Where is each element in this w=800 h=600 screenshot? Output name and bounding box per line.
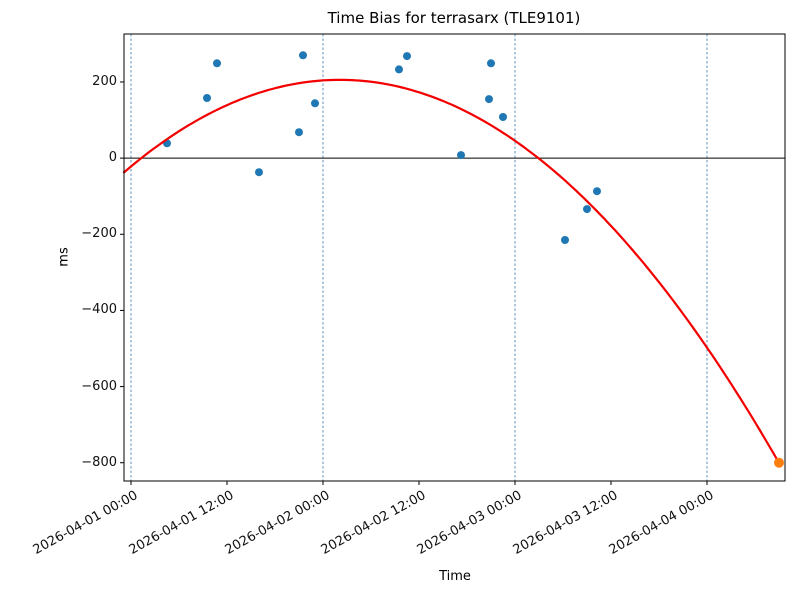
observed-bias-point <box>485 95 493 104</box>
observed-bias-point <box>561 236 569 244</box>
y-tick-label: −600 <box>81 378 117 394</box>
predicted-bias-point <box>774 457 784 468</box>
x-axis-label: Time <box>439 569 471 584</box>
y-tick-label: 200 <box>92 73 117 89</box>
observed-bias-point <box>295 128 303 137</box>
observed-bias-point <box>457 151 465 160</box>
y-tick-label: −400 <box>81 302 117 318</box>
observed-bias-point <box>395 65 403 74</box>
observed-bias-point <box>403 52 411 61</box>
observed-bias-point <box>255 168 263 177</box>
observed-bias-point <box>311 99 319 108</box>
observed-bias-point <box>487 59 495 68</box>
observed-bias-point <box>299 51 307 60</box>
fit-curve <box>122 78 781 464</box>
observed-bias-point <box>203 94 211 102</box>
axes-frame <box>123 33 786 482</box>
y-tick-label: −800 <box>81 454 117 470</box>
observed-bias-point <box>499 113 507 121</box>
chart-title: Time Bias for terrasarx (TLE9101) <box>327 9 581 27</box>
y-tick-label: −200 <box>81 226 117 242</box>
y-tick-label: 0 <box>108 150 117 166</box>
observed-bias-point <box>593 187 601 196</box>
observed-bias-point <box>583 205 591 214</box>
y-axis-label: ms <box>56 247 72 267</box>
observed-bias-point <box>213 59 221 68</box>
